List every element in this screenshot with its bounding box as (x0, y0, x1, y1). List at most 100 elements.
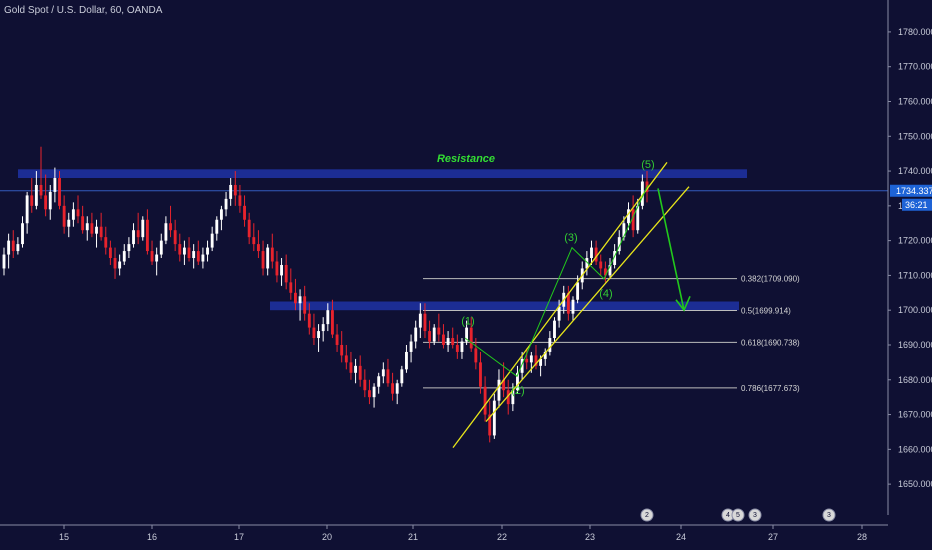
candle-body (159, 240, 163, 255)
price-tick-label: 1720.000 (898, 236, 932, 246)
time-axis[interactable]: 15 16 17 20 21 22 23 24 27 282 4 5 3 3 (0, 508, 888, 542)
candle-body (90, 223, 94, 234)
candle-body (280, 264, 283, 276)
candle-body (201, 254, 205, 262)
candle-body (608, 264, 612, 276)
price-tick-label: 1710.000 (898, 270, 932, 280)
price-tick-label: 1650.000 (898, 479, 932, 489)
candle-body (44, 195, 48, 210)
candle-body (85, 223, 89, 231)
candle-body (25, 195, 29, 224)
candle-body (516, 372, 519, 391)
candle-body (585, 258, 589, 269)
candle-body (53, 178, 57, 192)
candle-body (298, 296, 302, 304)
candle-body (108, 247, 112, 259)
candle-body (502, 379, 506, 391)
candle-body (391, 383, 395, 394)
candle-body (576, 282, 580, 300)
candle-body (293, 292, 297, 304)
candle-body (529, 355, 533, 363)
candle-body (414, 327, 418, 342)
candle-body (571, 299, 575, 314)
event-count: 5 (736, 512, 740, 519)
candle-body (372, 386, 376, 398)
projection-arrow-head (675, 295, 691, 312)
last-price-label: 1734.337 (896, 186, 932, 196)
candle-body (210, 233, 214, 248)
event-count: 4 (726, 512, 730, 519)
fib-label-0: 0.382(1709.090) (741, 275, 800, 284)
candle-body (381, 369, 385, 377)
candle-body (155, 254, 159, 262)
price-tick-label: 1670.000 (898, 410, 932, 420)
candle-body (451, 338, 455, 345)
channel-lower-line (485, 186, 690, 422)
candle-body (479, 362, 482, 387)
candle-body (474, 348, 478, 363)
candle-body (219, 209, 223, 220)
candle-body (442, 334, 445, 345)
candle-body (428, 331, 432, 342)
candle-body (465, 327, 469, 342)
candle-body (275, 261, 279, 276)
candle-body (247, 219, 251, 238)
candle-body (636, 205, 640, 231)
price-tick-label: 1660.000 (898, 444, 932, 454)
price-axis[interactable]: 1650.000 1660.000 1670.000 1680.000 1690.000… (887, 0, 932, 515)
candle-body (30, 195, 34, 206)
candle-body (76, 209, 80, 217)
time-tick-label: 23 (585, 532, 595, 542)
time-tick-label: 20 (322, 532, 332, 542)
candle-body (395, 383, 399, 394)
candle-body (566, 292, 570, 314)
candle-body (497, 379, 501, 401)
candle-body (11, 240, 15, 252)
event-marker[interactable]: 3 (822, 508, 836, 522)
event-count: 2 (645, 512, 649, 519)
candle-body (335, 334, 339, 345)
candle-body (455, 344, 459, 352)
candle-body (460, 341, 464, 352)
candle-body (187, 247, 191, 259)
candle-body (603, 268, 607, 276)
fibonacci-layer: 0.382(1709.090) 0.5(1699.914) 0.618(1690.7… (0, 190, 888, 393)
price-tick-label: 1740.000 (898, 166, 932, 176)
candle-body (303, 296, 307, 314)
projection-arrow (657, 188, 685, 311)
time-tick-label: 15 (59, 532, 69, 542)
candle-body (99, 226, 103, 238)
wave-path (464, 184, 649, 378)
candles-layer (2, 146, 649, 443)
candle-body (405, 351, 408, 370)
candle-body (81, 216, 85, 231)
candle-body (363, 379, 367, 391)
candle-body (127, 244, 131, 252)
candle-body (349, 362, 353, 373)
fib-label-1: 0.5(1699.914) (741, 306, 791, 315)
candle-body (553, 320, 556, 339)
price-tick-label: 1700.000 (898, 305, 932, 315)
candle-body (331, 310, 334, 335)
candle-body (132, 230, 135, 245)
candle-body (136, 230, 140, 238)
wave-label-1: (1) (461, 316, 474, 328)
time-tick-label: 16 (147, 532, 157, 542)
event-marker[interactable]: 4 (721, 508, 735, 522)
candle-body (256, 244, 260, 252)
candle-body (224, 198, 228, 210)
candle-body (557, 306, 561, 321)
event-icon (822, 508, 836, 522)
candle-body (34, 184, 38, 206)
candle-body (539, 358, 543, 366)
candle-body (284, 264, 288, 283)
event-icon (731, 508, 745, 522)
event-marker[interactable]: 5 (731, 508, 745, 522)
candle-body (409, 341, 413, 352)
event-marker[interactable]: 3 (748, 508, 762, 522)
candle-body (590, 247, 593, 259)
event-marker[interactable]: 2 (640, 508, 654, 522)
candle-body (492, 400, 496, 436)
